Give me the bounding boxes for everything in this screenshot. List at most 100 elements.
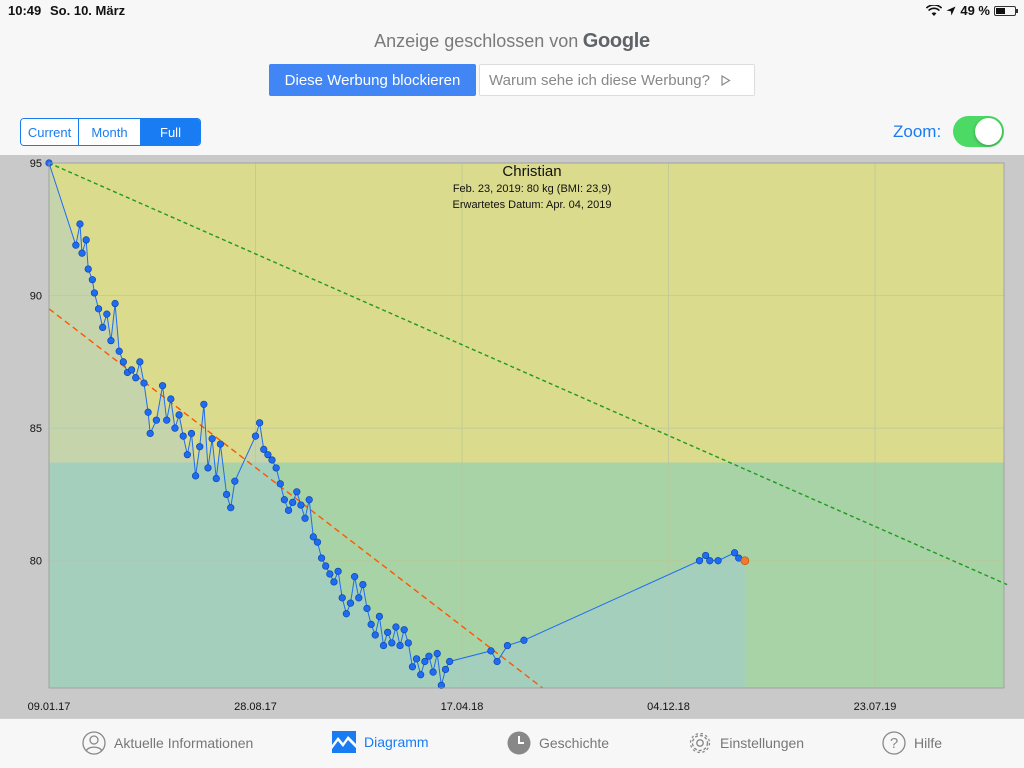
data-point: [111, 299, 119, 308]
zone-lower: [49, 462, 1004, 688]
tab-diagram[interactable]: Diagramm: [332, 731, 429, 753]
segment-current[interactable]: Current: [21, 119, 79, 145]
weight-chart[interactable]: 80 85 90 95 09.01.17 28.08.17 17.04.18 04.12.18…: [0, 155, 1024, 718]
data-point: [107, 337, 115, 345]
data-point: [375, 612, 384, 621]
tab-help-label: Hilfe: [914, 735, 943, 751]
data-point: [78, 249, 86, 257]
data-point: [714, 557, 722, 565]
data-point: [208, 435, 216, 443]
y-tick-label: 80: [30, 556, 42, 568]
data-point: [272, 464, 280, 472]
status-date: So. 10. März: [50, 3, 126, 18]
data-point: [158, 382, 167, 390]
data-point: [305, 496, 313, 504]
data-point: [520, 636, 528, 644]
data-point: [72, 241, 80, 249]
x-tick-label: 04.12.18: [647, 701, 690, 713]
data-point: [204, 464, 212, 472]
data-point: [268, 456, 276, 464]
tab-settings[interactable]: Einstellungen: [688, 731, 804, 755]
data-point: [183, 451, 191, 459]
tab-current-info-label: Aktuelle Informationen: [114, 735, 254, 751]
data-point: [175, 411, 183, 419]
data-point: [136, 358, 144, 366]
y-tick-label: 95: [30, 158, 42, 170]
ad-closed-text: Anzeige geschlossen von: [374, 31, 579, 51]
ad-banner: Anzeige geschlossen von Google Diese Wer…: [0, 30, 1024, 96]
data-point: [128, 366, 136, 374]
data-point: [487, 647, 495, 655]
data-point: [99, 323, 107, 331]
data-point: [392, 623, 400, 631]
data-point: [297, 501, 305, 509]
data-point: [441, 665, 450, 674]
data-point: [227, 504, 235, 512]
y-tick-label: 90: [30, 291, 42, 303]
data-point: [76, 220, 84, 228]
data-point: [417, 671, 425, 679]
tab-history[interactable]: Geschichte: [507, 731, 609, 755]
latest-data-point: [740, 556, 750, 566]
data-point: [330, 578, 338, 586]
segment-full[interactable]: Full: [141, 119, 200, 145]
data-point: [400, 626, 408, 634]
x-tick-label: 17.04.18: [441, 701, 484, 713]
data-point: [222, 490, 231, 499]
why-ad-button[interactable]: Warum sehe ich diese Werbung?: [479, 64, 755, 96]
data-point: [384, 628, 392, 636]
data-point: [276, 480, 284, 488]
battery-percent: 49 %: [960, 3, 990, 18]
chart-title: Christian: [502, 163, 562, 180]
data-point: [152, 416, 160, 424]
data-point: [342, 610, 350, 618]
location-arrow-icon: [946, 6, 956, 15]
zone-upper: [49, 163, 1004, 463]
chart-icon: [332, 731, 356, 753]
data-point: [503, 641, 512, 650]
data-point: [695, 557, 704, 565]
data-point: [313, 538, 322, 546]
data-point: [404, 639, 412, 647]
data-point: [338, 594, 346, 602]
data-point: [367, 620, 375, 628]
data-point: [309, 533, 317, 541]
segment-month[interactable]: Month: [79, 119, 141, 145]
zoom-toggle[interactable]: [953, 116, 1004, 147]
data-point: [396, 641, 404, 650]
data-point: [334, 567, 342, 575]
data-point: [289, 498, 297, 506]
data-point: [421, 657, 429, 666]
status-indicators: 49 %: [926, 3, 1018, 18]
data-point: [84, 265, 92, 273]
data-point: [140, 379, 148, 387]
data-point: [264, 451, 272, 459]
battery-icon: [994, 5, 1018, 16]
data-point: [260, 445, 268, 453]
data-point: [90, 289, 99, 297]
data-point: [179, 432, 187, 440]
clock-icon: [507, 731, 531, 755]
x-tick-label: 09.01.17: [28, 701, 71, 713]
data-point: [706, 557, 714, 565]
tab-bar: Aktuelle Informationen Diagramm Geschich…: [0, 718, 1024, 768]
data-point: [132, 374, 140, 382]
data-point: [301, 514, 309, 522]
data-point: [167, 395, 175, 403]
chart-canvas: 80 85 90 95 09.01.17 28.08.17 17.04.18 04.12.18…: [28, 158, 1008, 713]
block-ad-button[interactable]: Diese Werbung blockieren: [269, 64, 476, 96]
data-point: [88, 276, 96, 284]
tab-diagram-label: Diagramm: [364, 734, 429, 750]
data-point: [346, 599, 355, 607]
tab-current-info[interactable]: Aktuelle Informationen: [82, 731, 253, 755]
zoom-label: Zoom:: [893, 122, 942, 141]
wifi-icon: [926, 4, 943, 16]
data-point: [196, 443, 204, 451]
data-point: [200, 400, 208, 408]
data-point: [216, 440, 224, 448]
tab-help[interactable]: ? Hilfe: [882, 731, 942, 755]
data-point: [412, 655, 421, 663]
data-point: [317, 554, 326, 562]
series-area: [49, 163, 745, 688]
data-point: [251, 432, 260, 440]
